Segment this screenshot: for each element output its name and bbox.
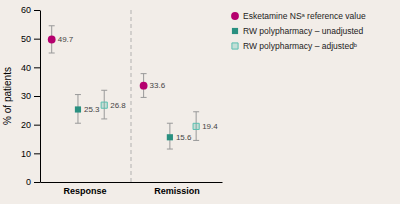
data-label: 19.4 bbox=[202, 122, 218, 131]
y-tick-label: 20 bbox=[21, 120, 31, 130]
error-bar-cap bbox=[141, 97, 147, 98]
point bbox=[48, 36, 56, 44]
y-tick-label: 0 bbox=[26, 177, 31, 187]
legend-item: Esketamine NSᵃ reference value bbox=[231, 11, 366, 21]
error-bar-cap bbox=[49, 25, 55, 26]
legend-item: RW polypharmacy – adjustedᵇ bbox=[232, 41, 357, 51]
y-tick-label: 50 bbox=[21, 34, 31, 44]
y-tick: 30 bbox=[21, 91, 40, 101]
x-tick-label: Response bbox=[64, 186, 107, 196]
error-bar-cap bbox=[167, 123, 173, 124]
marks bbox=[48, 26, 199, 149]
y-tick-label: 60 bbox=[21, 5, 31, 15]
y-tick-mark bbox=[34, 67, 40, 68]
legend: Esketamine NSᵃ reference value RW polypha… bbox=[231, 11, 366, 51]
error-bar-cap bbox=[75, 123, 81, 124]
y-tick-mark bbox=[34, 10, 40, 11]
legend-symbol bbox=[232, 43, 238, 49]
y-tick-label: 10 bbox=[21, 149, 31, 159]
error-bar bbox=[101, 90, 107, 119]
y-axis-title: % of patients bbox=[2, 67, 13, 125]
error-bar-cap bbox=[101, 90, 107, 91]
error-bar-cap bbox=[167, 149, 173, 150]
y-tick-label: 30 bbox=[21, 91, 31, 101]
data-labels: 49.7 33.6 25.3 15.6 26.8 19.4 bbox=[58, 35, 219, 142]
error-bar-cap bbox=[193, 140, 199, 141]
error-bar-cap bbox=[141, 73, 147, 74]
chart: 0 10 20 30 40 50 60 Response Remission % of patie… bbox=[0, 0, 400, 204]
point bbox=[101, 102, 107, 108]
x-tick-label: Remission bbox=[154, 186, 200, 196]
error-bar bbox=[141, 74, 147, 98]
y-tick: 40 bbox=[21, 63, 40, 73]
error-bar bbox=[49, 26, 55, 53]
y-tick: 0 bbox=[26, 177, 40, 187]
legend-item: RW polypharmacy – unadjusted bbox=[232, 26, 364, 36]
error-bar bbox=[75, 95, 81, 124]
error-bar-cap bbox=[101, 118, 107, 119]
point bbox=[167, 134, 173, 140]
legend-symbol bbox=[231, 12, 239, 20]
y-tick: 60 bbox=[21, 5, 40, 15]
y-tick-mark bbox=[34, 153, 40, 154]
error-bar-cap bbox=[49, 53, 55, 54]
point bbox=[193, 123, 199, 129]
point bbox=[75, 106, 81, 112]
point bbox=[140, 82, 148, 90]
y-tick: 20 bbox=[21, 120, 40, 130]
legend-label: RW polypharmacy – adjustedᵇ bbox=[243, 41, 357, 51]
error-bar-cap bbox=[75, 94, 81, 95]
error-bar bbox=[193, 112, 199, 141]
y-tick-mark bbox=[34, 39, 40, 40]
y-tick: 50 bbox=[21, 34, 40, 44]
legend-label: Esketamine NSᵃ reference value bbox=[243, 11, 366, 21]
y-tick-mark bbox=[34, 125, 40, 126]
legend-symbol bbox=[232, 28, 238, 34]
group-divider bbox=[131, 10, 132, 182]
legend-label: RW polypharmacy – unadjusted bbox=[243, 26, 364, 36]
x-tick: Remission bbox=[154, 182, 200, 196]
data-label: 15.6 bbox=[176, 133, 192, 142]
error-bar-cap bbox=[193, 111, 199, 112]
x-tick: Response bbox=[64, 182, 107, 196]
y-axis-line bbox=[40, 11, 41, 183]
y-tick-mark bbox=[34, 96, 40, 97]
error-bar bbox=[167, 123, 173, 149]
y-tick: 10 bbox=[21, 149, 40, 159]
y-tick-label: 40 bbox=[21, 63, 31, 73]
data-label: 49.7 bbox=[58, 35, 74, 44]
data-label: 33.6 bbox=[150, 81, 166, 90]
x-axis-line bbox=[41, 182, 223, 183]
y-axis: 0 10 20 30 40 50 60 bbox=[21, 5, 41, 187]
data-label: 25.3 bbox=[84, 105, 100, 114]
x-axis: Response Remission bbox=[41, 182, 223, 196]
data-label: 26.8 bbox=[110, 101, 126, 110]
y-tick-mark bbox=[34, 182, 40, 183]
